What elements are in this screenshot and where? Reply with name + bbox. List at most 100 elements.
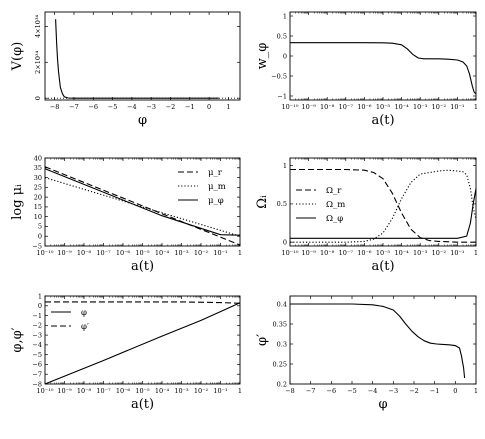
x-tick-label: 10⁻¹: [213, 387, 228, 395]
y-tick-label: −1: [277, 92, 287, 100]
x-tick-label: 10⁻⁶: [357, 103, 372, 111]
x-tick-label: 10⁻⁸: [320, 249, 335, 257]
x-tick-label: −1: [185, 103, 195, 111]
y-tick-label: 30: [34, 174, 42, 182]
y-axis-label: V(φ): [10, 42, 25, 72]
x-tick-label: −3: [146, 103, 156, 111]
x-tick-label: 10⁻⁷: [339, 249, 354, 257]
series-line-0: [44, 302, 241, 385]
y-axis-label: w_φ: [255, 43, 270, 70]
x-tick-label: 10⁻³: [174, 249, 189, 257]
y-tick-label: 0: [283, 52, 287, 60]
x-tick-label: 1: [474, 103, 478, 111]
y-tick-label: 0.5: [277, 200, 287, 208]
x-tick-label: 10⁻¹⁰: [37, 387, 54, 395]
series-line-2: [290, 188, 477, 239]
y-tick-label: −5: [32, 242, 42, 250]
legend-label: μ_r: [208, 168, 223, 178]
y-tick-label: 0.2: [277, 380, 287, 388]
x-tick-label: −3: [389, 387, 399, 395]
x-tick-label: 10⁻⁹: [57, 387, 72, 395]
x-tick-label: 10⁻¹⁰: [282, 103, 299, 111]
x-tick-label: 10⁻¹⁰: [282, 249, 299, 257]
y-tick-label: 35: [34, 164, 42, 172]
x-tick-label: 10⁻⁷: [339, 103, 354, 111]
x-tick-label: 10⁻¹: [450, 103, 465, 111]
series-line-0: [290, 42, 477, 95]
y-tick-label: 1: [38, 292, 42, 300]
y-tick-label: 4×10³⁴: [34, 14, 42, 37]
legend-label: Ω_r: [326, 186, 342, 196]
x-tick-label: 10⁻¹⁰: [37, 249, 54, 257]
x-tick-label: 10⁻⁴: [394, 249, 409, 257]
y-tick-label: 0.4: [277, 300, 287, 308]
series-line-0: [290, 168, 476, 243]
x-tick-label: 10⁻³: [413, 103, 428, 111]
x-tick-label: 10⁻²: [194, 387, 209, 395]
legend: φ φ′: [51, 308, 89, 332]
x-tick-label: 10⁻¹: [213, 249, 228, 257]
x-tick-label: 10⁻²: [432, 249, 447, 257]
x-tick-label: 0: [207, 103, 211, 111]
y-tick-label: 5: [38, 223, 42, 231]
y-tick-label: 25: [34, 184, 42, 192]
x-tick-label: −8: [50, 103, 60, 111]
x-tick-label: −2: [409, 387, 419, 395]
x-tick-label: −7: [306, 387, 316, 395]
x-tick-label: 1: [474, 387, 478, 395]
plot-frame: [289, 295, 477, 385]
plot-frame: [44, 11, 241, 101]
x-axis-label: a(t): [371, 113, 394, 128]
x-tick-label: −4: [368, 387, 378, 395]
chart-p1: −8 −7 −6 −5 −4 −3 −2 −1 0 1 0 2×10³⁴ 4×10³⁴ φ V(φ): [10, 11, 241, 128]
x-tick-label: 10⁻⁸: [320, 103, 335, 111]
x-tick-label: 1: [226, 103, 230, 111]
series-line-0: [55, 19, 219, 99]
series-line-1: [45, 301, 241, 304]
x-tick-label: −6: [88, 103, 98, 111]
y-tick-label: 1: [283, 12, 287, 20]
x-tick-label: −5: [347, 387, 357, 395]
y-tick-label: −7: [32, 371, 42, 379]
x-tick-label: 10⁻⁸: [77, 387, 92, 395]
series-line-2: [44, 168, 241, 236]
y-tick-label: 0: [38, 302, 42, 310]
x-tick-label: −2: [166, 103, 176, 111]
legend: μ_r μ_m μ_φ: [178, 168, 226, 206]
x-tick-label: 10⁻²: [432, 103, 447, 111]
y-tick-label: 0: [283, 238, 287, 246]
x-tick-label: −6: [327, 387, 337, 395]
legend-label: φ′: [81, 322, 89, 332]
x-tick-label: −8: [285, 387, 295, 395]
x-tick-label: −5: [108, 103, 118, 111]
x-axis-label: a(t): [131, 397, 154, 412]
series-line-1: [44, 177, 241, 237]
x-tick-label: 10⁻⁵: [376, 103, 391, 111]
x-tick-label: 10⁻³: [413, 249, 428, 257]
y-tick-label: 20: [34, 193, 42, 201]
y-tick-label: 40: [34, 154, 42, 162]
y-tick-label: 15: [34, 203, 42, 211]
y-tick-label: 2×10³⁴: [34, 50, 42, 73]
legend-label: φ: [81, 308, 87, 318]
y-tick-label: 10: [34, 213, 42, 221]
x-tick-label: −4: [127, 103, 137, 111]
series-line-0: [44, 166, 241, 246]
legend-label: μ_m: [208, 182, 226, 192]
series-line-0: [290, 303, 466, 379]
y-tick-label: 0.25: [273, 360, 287, 368]
x-tick-label: −7: [69, 103, 79, 111]
x-tick-label: 10⁻⁹: [301, 249, 316, 257]
x-axis-label: φ: [138, 113, 147, 128]
x-tick-label: 1: [474, 249, 478, 257]
x-tick-label: 10⁻⁷: [96, 387, 111, 395]
x-tick-label: 1: [238, 387, 242, 395]
legend-label: Ω_m: [326, 200, 345, 210]
legend-label: Ω_φ: [326, 214, 343, 224]
x-tick-label: −1: [430, 387, 440, 395]
y-tick-label: −0.5: [271, 72, 287, 80]
x-axis-label: φ: [378, 397, 387, 412]
x-tick-label: 10⁻⁴: [155, 249, 170, 257]
x-tick-label: 10⁻⁵: [376, 249, 391, 257]
